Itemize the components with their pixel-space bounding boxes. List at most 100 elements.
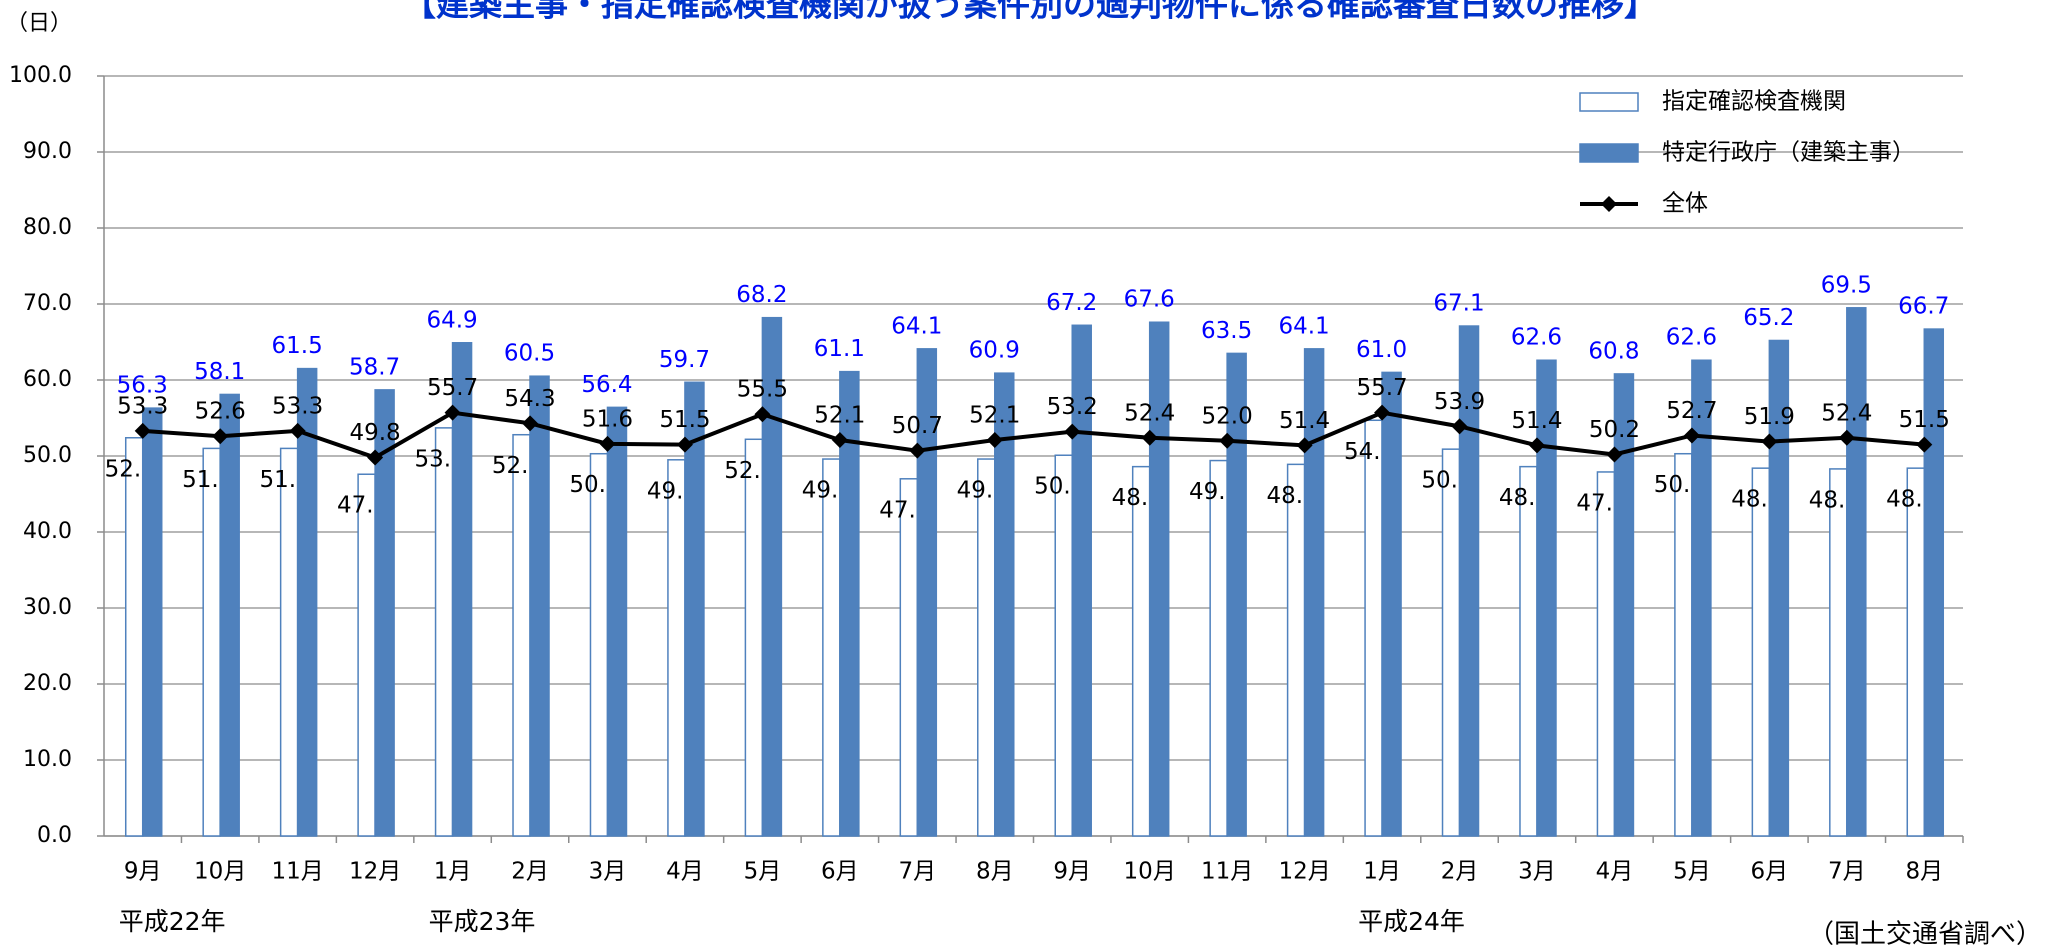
data-label: 52.1	[814, 403, 865, 429]
legend-marker	[1601, 196, 1617, 212]
x-tick-label: 4月	[666, 859, 704, 885]
x-tick-label: 9月	[124, 859, 162, 885]
bar	[1829, 468, 1848, 837]
bar	[1441, 448, 1461, 837]
data-label: 52.4	[1821, 400, 1872, 426]
line-marker	[367, 449, 384, 466]
bar	[1674, 452, 1693, 837]
bar	[512, 433, 531, 837]
data-label: 52.4	[1124, 400, 1175, 426]
x-tick-label: 7月	[898, 859, 936, 885]
data-label: 53.9	[1434, 389, 1485, 415]
x-tick-label: 10月	[1124, 859, 1176, 885]
x-tick-label: 12月	[349, 859, 401, 885]
bar	[1613, 373, 1635, 837]
bar	[1458, 325, 1480, 837]
line-marker	[1916, 436, 1933, 453]
data-label: 55.7	[1356, 375, 1407, 401]
line-marker	[1064, 423, 1081, 440]
bar	[279, 447, 299, 837]
x-tick-label: 2月	[1441, 859, 1479, 885]
bar	[1691, 359, 1712, 837]
data-label: 52.7	[1666, 398, 1717, 424]
x-tick-label: 8月	[1905, 859, 1943, 885]
legend-label: 指定確認検査機関	[1662, 89, 1846, 115]
data-label: 61.1	[814, 336, 865, 362]
bar	[219, 393, 240, 837]
y-tick-label: 20.0	[23, 671, 72, 696]
bar	[1519, 465, 1538, 837]
data-label: 50.7	[892, 413, 943, 439]
line-marker	[754, 406, 771, 423]
data-label: 67.1	[1433, 291, 1484, 317]
data-label: 51.9	[1744, 404, 1795, 430]
bar	[296, 367, 318, 837]
x-tick-label: 10月	[194, 859, 246, 885]
x-tick-label: 8月	[976, 859, 1014, 885]
data-label: 54.3	[504, 386, 555, 412]
line-marker	[1451, 418, 1468, 435]
bar	[434, 427, 454, 837]
bar	[761, 316, 783, 837]
bar	[916, 348, 938, 837]
y-tick-label: 10.0	[23, 747, 72, 772]
data-label: 61.5	[272, 333, 323, 359]
data-label: 60.8	[1588, 338, 1639, 364]
data-label: 63.5	[1201, 318, 1252, 344]
data-label: 67.2	[1046, 290, 1097, 316]
line-marker	[1219, 432, 1236, 449]
bar	[1364, 419, 1383, 837]
y-tick-label: 60.0	[23, 367, 72, 392]
bar	[839, 370, 860, 837]
x-tick-label: 5月	[1673, 859, 1711, 885]
data-label: 60.9	[969, 338, 1020, 364]
x-tick-label: 4月	[1596, 859, 1634, 885]
x-tick-label: 1月	[1363, 859, 1401, 885]
x-tick-label: 6月	[1751, 859, 1789, 885]
y-tick-label: 70.0	[23, 291, 72, 316]
bar	[141, 407, 163, 837]
line-marker	[1528, 437, 1545, 454]
x-tick-label: 3月	[1518, 859, 1556, 885]
data-label: 64.1	[1278, 313, 1329, 339]
line-marker	[831, 432, 848, 449]
bar	[899, 478, 919, 837]
data-label: 55.5	[737, 377, 788, 403]
bar	[1071, 324, 1092, 837]
legend-swatch	[1579, 143, 1639, 163]
data-label: 53.3	[272, 393, 323, 419]
line	[142, 410, 1925, 460]
bar	[1923, 328, 1945, 837]
bar	[1846, 307, 1867, 837]
bar	[1303, 348, 1325, 837]
y-tick-label: 90.0	[23, 139, 72, 164]
data-label: 52.6	[195, 399, 246, 425]
line-marker	[212, 428, 229, 445]
data-label: 59.7	[659, 347, 710, 373]
chart-title: 【建築主事・指定確認検査機関が扱う案件別の適判物件に係る確認審査日数の推移】	[403, 0, 1657, 24]
x-tick-label: 3月	[589, 859, 627, 885]
bar	[1131, 465, 1151, 837]
x-tick-label: 12月	[1278, 859, 1330, 885]
bar	[1286, 463, 1306, 837]
bar	[124, 437, 144, 837]
line-marker	[522, 415, 539, 432]
y-tick-label: 80.0	[23, 215, 72, 240]
legend-label: 全体	[1662, 191, 1708, 217]
data-label: 49.8	[349, 420, 400, 446]
bar	[744, 438, 764, 837]
data-label: 66.7	[1898, 294, 1949, 320]
bar	[589, 452, 609, 837]
bar	[994, 372, 1015, 837]
line-marker	[1606, 446, 1623, 463]
data-label: 55.7	[427, 375, 478, 401]
data-label: 50.2	[1589, 417, 1640, 443]
bar	[1226, 352, 1247, 837]
data-label: 52.0	[1202, 403, 1253, 429]
y-tick-label: 50.0	[23, 443, 72, 468]
bar	[1148, 321, 1170, 837]
line-marker	[1838, 429, 1855, 446]
x-tick-label: 7月	[1828, 859, 1866, 885]
